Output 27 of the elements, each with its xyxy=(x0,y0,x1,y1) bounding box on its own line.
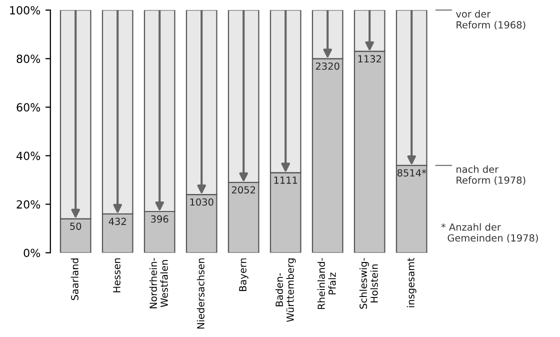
x-tick-label: Schleswig- Holstein xyxy=(359,258,378,309)
x-tick-label: insgesamt xyxy=(406,258,416,308)
text: vor der Reform (1968) xyxy=(456,10,526,30)
y-tick-label: 0% xyxy=(24,248,40,258)
x-tick-label: Baden- Württemberg xyxy=(275,258,296,322)
annotation: 1111 xyxy=(274,176,298,184)
x-tick-label: Saarland xyxy=(70,258,78,300)
annotation: 50 xyxy=(70,222,82,230)
annotation: 396 xyxy=(151,215,168,223)
y-tick-label: 60% xyxy=(16,103,40,112)
x-tick-label: Bayern xyxy=(239,258,248,292)
y-tick-label: 20% xyxy=(16,200,40,209)
annotation: 432 xyxy=(108,218,126,226)
x-tick-label: Hessen xyxy=(113,258,120,292)
x-tick-label: Niedersachsen xyxy=(196,258,204,329)
x-tick-label: Nordrhein- Westfalen xyxy=(149,258,168,308)
x-tick-label: Rheinland- Pfalz xyxy=(317,258,336,309)
y-tick-label: 80% xyxy=(16,54,40,64)
y-tick-label: 100% xyxy=(10,6,40,14)
text: nach der Reform (1978) xyxy=(456,165,526,185)
y-tick-label: 40% xyxy=(16,152,40,160)
text: * Anzahl der Gemeinden (1978) xyxy=(441,223,538,243)
annotation: 8514* xyxy=(397,169,426,177)
annotation: 1030 xyxy=(190,198,214,206)
annotation: 2320 xyxy=(316,62,340,70)
annotation: 2052 xyxy=(232,186,255,194)
annotation: 1132 xyxy=(358,55,381,63)
